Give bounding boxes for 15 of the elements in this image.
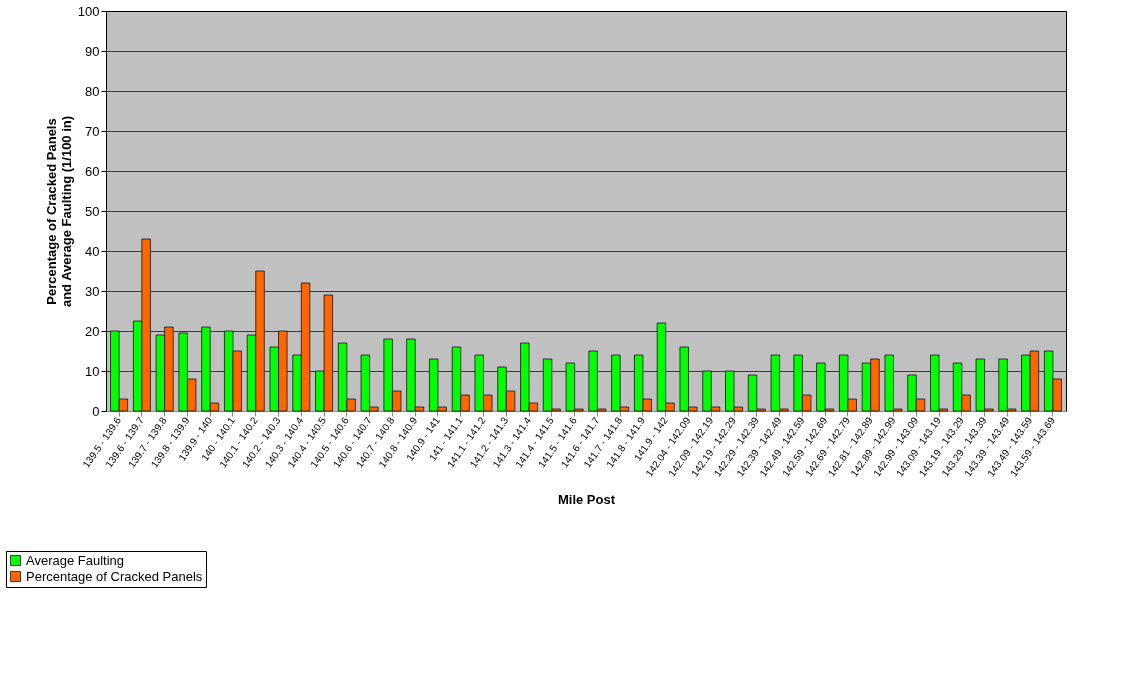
y-tick-label: 90 bbox=[85, 43, 100, 59]
y-axis-title: Percentage of Cracked Panels and Average Faulting (1/100 in) bbox=[43, 115, 74, 308]
x-axis-title: Mile Post bbox=[557, 491, 616, 507]
y-tick-label: 60 bbox=[85, 163, 100, 179]
y-tick-label: 50 bbox=[85, 203, 100, 219]
y-tick-label: 0 bbox=[92, 403, 100, 419]
y-tick-label: 70 bbox=[85, 123, 100, 139]
y-tick-label: 80 bbox=[85, 83, 100, 99]
y-tick-label: 40 bbox=[85, 243, 100, 259]
y-tick-label: 100 bbox=[77, 3, 100, 19]
y-tick-label: 10 bbox=[85, 363, 100, 379]
legend-label: Average Faulting bbox=[26, 552, 125, 568]
y-tick-label: 20 bbox=[85, 323, 100, 339]
y-tick-label: 30 bbox=[85, 283, 100, 299]
legend-label: Percentage of Cracked Panels bbox=[26, 568, 203, 584]
